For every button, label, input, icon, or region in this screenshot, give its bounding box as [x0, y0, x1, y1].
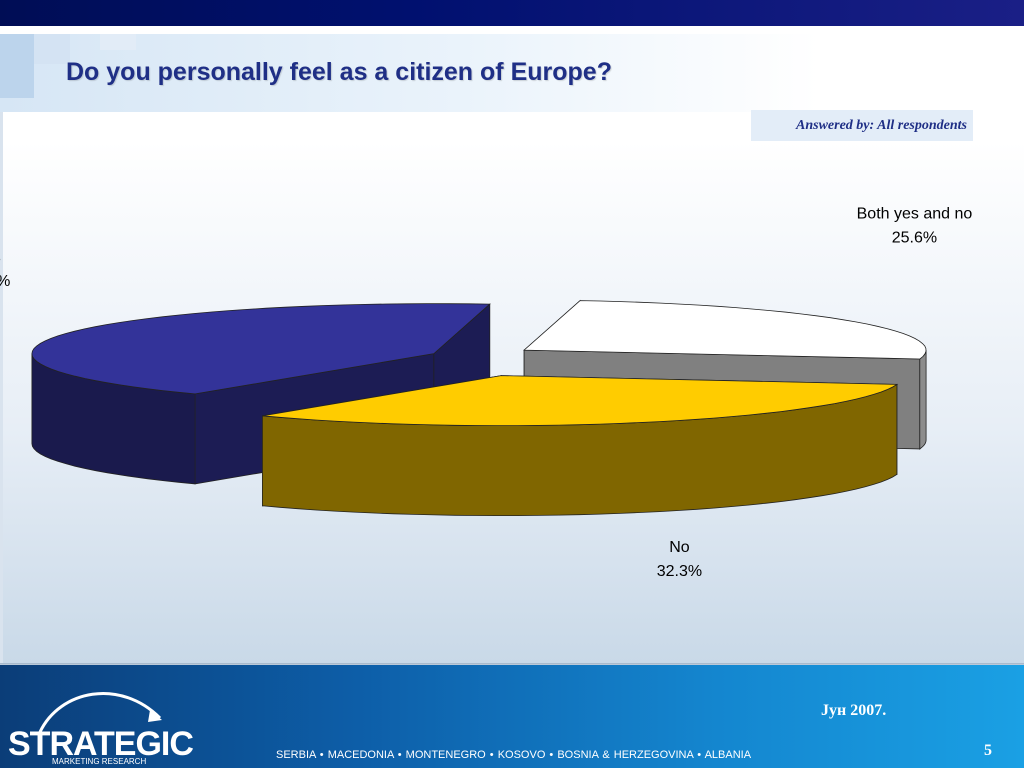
footer — [0, 665, 1024, 768]
slide-title: Do you personally feel as a citizen of E… — [66, 58, 612, 86]
slice-category-label: No — [669, 539, 690, 556]
pie-slice-both-yes-and-no — [523, 300, 927, 360]
slice-category-label: Yes — [0, 249, 1, 266]
pie-slice-side — [919, 350, 927, 450]
content-edge — [0, 112, 3, 663]
pie-slice-no — [262, 375, 899, 426]
slice-value-label: 42.1% — [0, 273, 10, 290]
decorative-square — [100, 34, 136, 50]
decorative-square — [34, 34, 70, 64]
report-date: Јун 2007. — [821, 702, 887, 719]
page-number: 5 — [984, 742, 992, 759]
country-list: SERBIA • MACEDONIA • MONTENEGRO • KOSOVO… — [276, 749, 752, 761]
top-bar — [0, 0, 1024, 26]
header-band — [0, 34, 1024, 112]
company-logo: STRATEGIC — [8, 725, 194, 763]
slice-value-label: 32.3% — [657, 563, 702, 580]
logo-swoosh-icon — [38, 692, 162, 733]
slice-category-label: Both yes and no — [857, 206, 973, 223]
company-logo-subtitle: MARKETING RESEARCH — [52, 757, 147, 766]
slice-value-label: 25.6% — [892, 230, 937, 247]
pie-slice-yes — [31, 303, 491, 395]
answered-by-note: Answered by: All respondents — [751, 110, 973, 141]
decorative-square — [0, 34, 34, 98]
